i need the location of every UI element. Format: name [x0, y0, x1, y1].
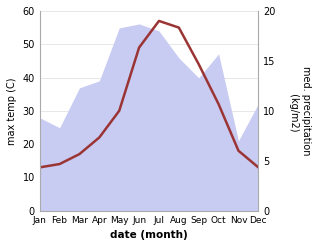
X-axis label: date (month): date (month)	[110, 230, 188, 240]
Y-axis label: max temp (C): max temp (C)	[7, 77, 17, 144]
Y-axis label: med. precipitation
 (kg/m2): med. precipitation (kg/m2)	[289, 66, 311, 156]
